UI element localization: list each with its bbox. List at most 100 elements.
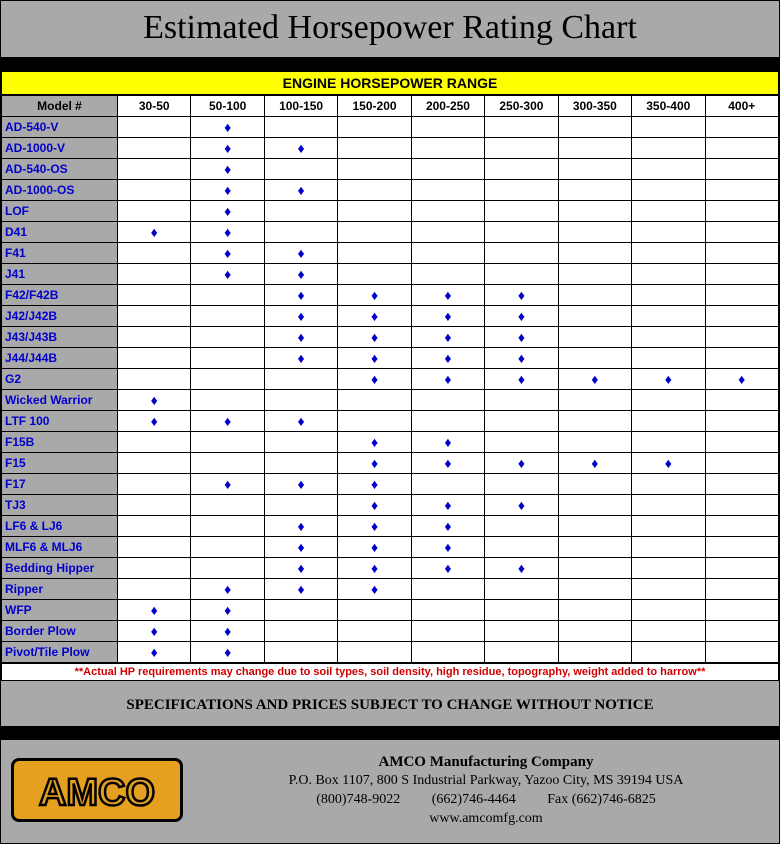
value-cell: ♦ bbox=[264, 516, 337, 537]
value-cell bbox=[191, 558, 264, 579]
value-cell: ♦ bbox=[191, 579, 264, 600]
value-cell bbox=[118, 243, 191, 264]
value-cell bbox=[485, 390, 558, 411]
value-cell bbox=[485, 138, 558, 159]
model-cell: LTF 100 bbox=[2, 411, 118, 432]
value-cell: ♦ bbox=[118, 600, 191, 621]
value-cell: ♦ bbox=[558, 453, 631, 474]
model-header: Model # bbox=[2, 96, 118, 117]
value-cell bbox=[411, 642, 484, 663]
table-row: J41♦♦ bbox=[2, 264, 779, 285]
value-cell bbox=[338, 264, 411, 285]
model-cell: AD-540-OS bbox=[2, 159, 118, 180]
value-cell: ♦ bbox=[118, 621, 191, 642]
value-cell bbox=[705, 138, 779, 159]
table-row: J44/J44B♦♦♦♦ bbox=[2, 348, 779, 369]
value-cell: ♦ bbox=[264, 327, 337, 348]
value-cell bbox=[118, 432, 191, 453]
model-cell: D41 bbox=[2, 222, 118, 243]
table-header-row: Model # 30-5050-100100-150150-200200-250… bbox=[2, 96, 779, 117]
value-cell bbox=[411, 411, 484, 432]
col-header: 400+ bbox=[705, 96, 779, 117]
value-cell bbox=[191, 285, 264, 306]
value-cell: ♦ bbox=[338, 369, 411, 390]
table-row: AD-540-V♦ bbox=[2, 117, 779, 138]
value-cell bbox=[558, 285, 631, 306]
black-band-bottom bbox=[1, 726, 779, 740]
value-cell bbox=[485, 201, 558, 222]
table-row: F15♦♦♦♦♦ bbox=[2, 453, 779, 474]
company-info: AMCO Manufacturing Company P.O. Box 1107… bbox=[203, 752, 769, 829]
black-band-top bbox=[1, 57, 779, 71]
value-cell bbox=[485, 642, 558, 663]
value-cell bbox=[558, 348, 631, 369]
value-cell bbox=[558, 642, 631, 663]
value-cell bbox=[632, 600, 705, 621]
value-cell bbox=[264, 201, 337, 222]
value-cell bbox=[705, 432, 779, 453]
value-cell: ♦ bbox=[264, 306, 337, 327]
value-cell bbox=[632, 558, 705, 579]
company-address: P.O. Box 1107, 800 S Industrial Parkway,… bbox=[203, 772, 769, 791]
table-row: AD-1000-V♦♦ bbox=[2, 138, 779, 159]
value-cell bbox=[485, 159, 558, 180]
value-cell bbox=[338, 642, 411, 663]
value-cell bbox=[632, 642, 705, 663]
model-cell: Bedding Hipper bbox=[2, 558, 118, 579]
value-cell: ♦ bbox=[338, 285, 411, 306]
value-cell bbox=[191, 432, 264, 453]
value-cell bbox=[632, 537, 705, 558]
value-cell bbox=[485, 117, 558, 138]
col-header: 50-100 bbox=[191, 96, 264, 117]
model-cell: MLF6 & MLJ6 bbox=[2, 537, 118, 558]
value-cell bbox=[705, 222, 779, 243]
value-cell bbox=[632, 306, 705, 327]
value-cell: ♦ bbox=[411, 348, 484, 369]
model-cell: J42/J42B bbox=[2, 306, 118, 327]
value-cell: ♦ bbox=[411, 516, 484, 537]
value-cell bbox=[338, 201, 411, 222]
company-web: www.amcomfg.com bbox=[203, 810, 769, 829]
page-title: Estimated Horsepower Rating Chart bbox=[1, 1, 779, 57]
value-cell bbox=[632, 285, 705, 306]
value-cell bbox=[558, 306, 631, 327]
value-cell bbox=[411, 600, 484, 621]
value-cell: ♦ bbox=[632, 369, 705, 390]
table-row: F15B♦♦ bbox=[2, 432, 779, 453]
value-cell bbox=[558, 201, 631, 222]
value-cell bbox=[411, 159, 484, 180]
value-cell bbox=[558, 600, 631, 621]
value-cell bbox=[558, 621, 631, 642]
value-cell bbox=[558, 222, 631, 243]
subtitle-bar: ENGINE HORSEPOWER RANGE bbox=[1, 71, 779, 95]
value-cell bbox=[411, 579, 484, 600]
value-cell: ♦ bbox=[558, 369, 631, 390]
value-cell bbox=[705, 306, 779, 327]
value-cell: ♦ bbox=[338, 516, 411, 537]
value-cell bbox=[411, 201, 484, 222]
value-cell: ♦ bbox=[191, 243, 264, 264]
table-row: F17♦♦♦ bbox=[2, 474, 779, 495]
col-header: 300-350 bbox=[558, 96, 631, 117]
table-row: Bedding Hipper♦♦♦♦ bbox=[2, 558, 779, 579]
value-cell bbox=[411, 390, 484, 411]
table-row: J42/J42B♦♦♦♦ bbox=[2, 306, 779, 327]
value-cell bbox=[118, 306, 191, 327]
value-cell bbox=[705, 327, 779, 348]
value-cell bbox=[558, 138, 631, 159]
model-cell: Border Plow bbox=[2, 621, 118, 642]
value-cell: ♦ bbox=[191, 600, 264, 621]
value-cell bbox=[632, 495, 705, 516]
col-header: 150-200 bbox=[338, 96, 411, 117]
value-cell bbox=[411, 474, 484, 495]
table-row: LF6 & LJ6♦♦♦ bbox=[2, 516, 779, 537]
value-cell: ♦ bbox=[338, 579, 411, 600]
value-cell: ♦ bbox=[338, 348, 411, 369]
value-cell bbox=[705, 516, 779, 537]
model-cell: F41 bbox=[2, 243, 118, 264]
value-cell bbox=[705, 348, 779, 369]
value-cell bbox=[264, 621, 337, 642]
model-cell: F15 bbox=[2, 453, 118, 474]
value-cell bbox=[411, 180, 484, 201]
value-cell bbox=[338, 600, 411, 621]
